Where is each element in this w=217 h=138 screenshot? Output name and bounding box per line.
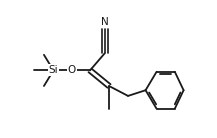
Text: O: O [68, 65, 76, 75]
Text: Si: Si [49, 65, 58, 75]
Text: N: N [101, 17, 108, 27]
